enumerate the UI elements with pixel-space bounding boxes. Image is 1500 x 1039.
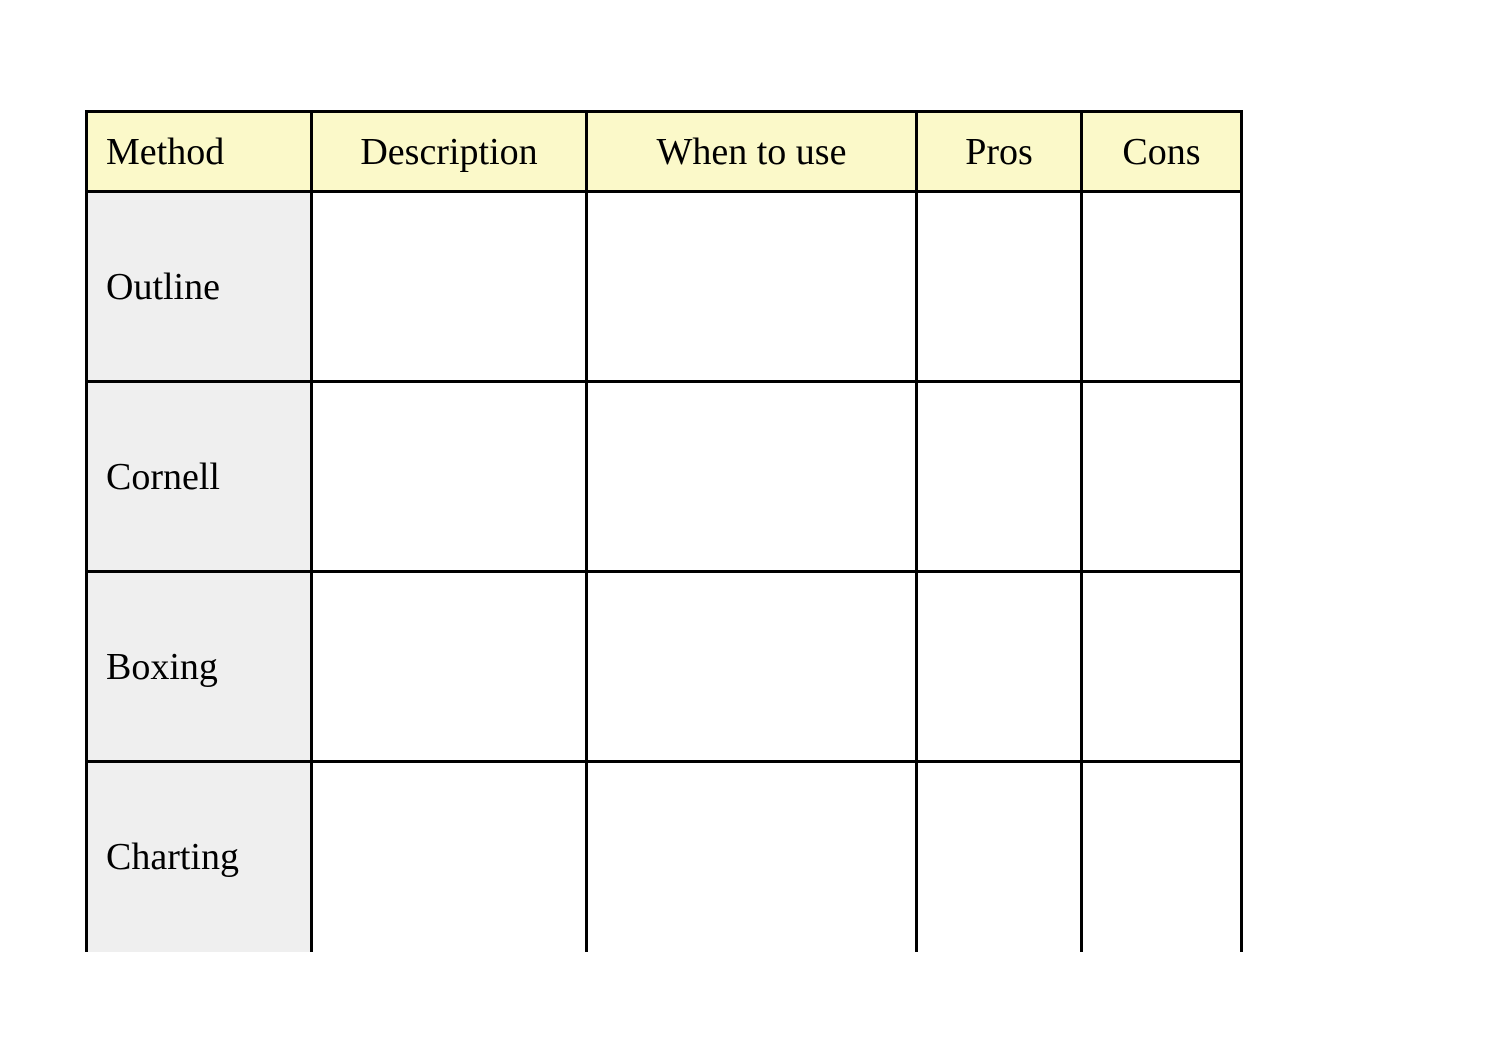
table-row: Cornell — [87, 382, 1242, 572]
col-header-when: When to use — [587, 112, 917, 192]
table-row: Outline — [87, 192, 1242, 382]
cell-when — [587, 762, 917, 952]
cell-cons — [1082, 572, 1242, 762]
table-row: Boxing — [87, 572, 1242, 762]
cell-cons — [1082, 382, 1242, 572]
col-header-method: Method — [87, 112, 312, 192]
table-header-row: MethodDescriptionWhen to useProsCons — [87, 112, 1242, 192]
row-header: Outline — [87, 192, 312, 382]
cell-when — [587, 572, 917, 762]
col-header-cons: Cons — [1082, 112, 1242, 192]
cell-pros — [917, 192, 1082, 382]
row-header: Boxing — [87, 572, 312, 762]
col-header-pros: Pros — [917, 112, 1082, 192]
cell-cons — [1082, 192, 1242, 382]
table-row: Charting — [87, 762, 1242, 952]
cell-description — [312, 762, 587, 952]
canvas: MethodDescriptionWhen to useProsCons Out… — [0, 0, 1500, 1039]
col-header-description: Description — [312, 112, 587, 192]
cell-cons — [1082, 762, 1242, 952]
cell-description — [312, 192, 587, 382]
cell-pros — [917, 572, 1082, 762]
methods-table: MethodDescriptionWhen to useProsCons Out… — [85, 110, 1243, 952]
cell-description — [312, 382, 587, 572]
cell-when — [587, 382, 917, 572]
cell-pros — [917, 382, 1082, 572]
cell-when — [587, 192, 917, 382]
cell-pros — [917, 762, 1082, 952]
row-header: Charting — [87, 762, 312, 952]
cell-description — [312, 572, 587, 762]
row-header: Cornell — [87, 382, 312, 572]
